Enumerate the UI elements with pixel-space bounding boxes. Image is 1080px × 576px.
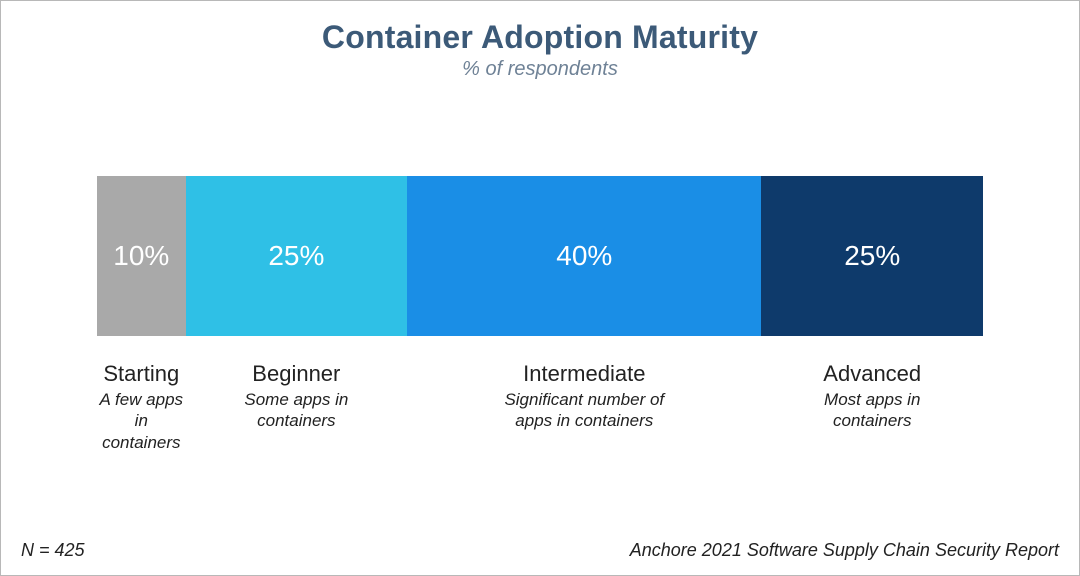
category-labels: Starting A few apps in containers Beginn… [97, 361, 983, 453]
category-desc-line: Some apps in [244, 390, 348, 409]
category-starting: Starting A few apps in containers [97, 361, 186, 453]
category-desc-line: containers [257, 411, 335, 430]
chart-subtitle: % of respondents [1, 58, 1079, 81]
category-intermediate: Intermediate Significant number of apps … [407, 361, 761, 453]
category-desc-line: containers [833, 411, 911, 430]
bar-segment-intermediate: 40% [407, 176, 761, 336]
category-desc: Significant number of apps in containers [407, 389, 761, 432]
category-name: Starting [97, 361, 186, 387]
category-desc-line: A few apps [100, 390, 183, 409]
category-name: Advanced [761, 361, 983, 387]
category-beginner: Beginner Some apps in containers [186, 361, 408, 453]
category-desc: Most apps in containers [761, 389, 983, 432]
category-name: Intermediate [407, 361, 761, 387]
category-name: Beginner [186, 361, 408, 387]
chart-title: Container Adoption Maturity [1, 19, 1079, 56]
category-advanced: Advanced Most apps in containers [761, 361, 983, 453]
footnote-sample-size: N = 425 [21, 540, 85, 561]
stacked-bar: 10% 25% 40% 25% [97, 176, 983, 336]
bar-segment-advanced: 25% [761, 176, 983, 336]
bar-segment-beginner: 25% [186, 176, 408, 336]
category-desc-line: Most apps in [824, 390, 920, 409]
category-desc: A few apps in containers [97, 389, 186, 453]
chart-frame: Container Adoption Maturity % of respond… [0, 0, 1080, 576]
footnote-source: Anchore 2021 Software Supply Chain Secur… [630, 540, 1059, 561]
category-desc-line: Significant number of [504, 390, 664, 409]
category-desc-line: in containers [102, 411, 180, 451]
category-desc: Some apps in containers [186, 389, 408, 432]
bar-segment-starting: 10% [97, 176, 186, 336]
category-desc-line: apps in containers [515, 411, 653, 430]
